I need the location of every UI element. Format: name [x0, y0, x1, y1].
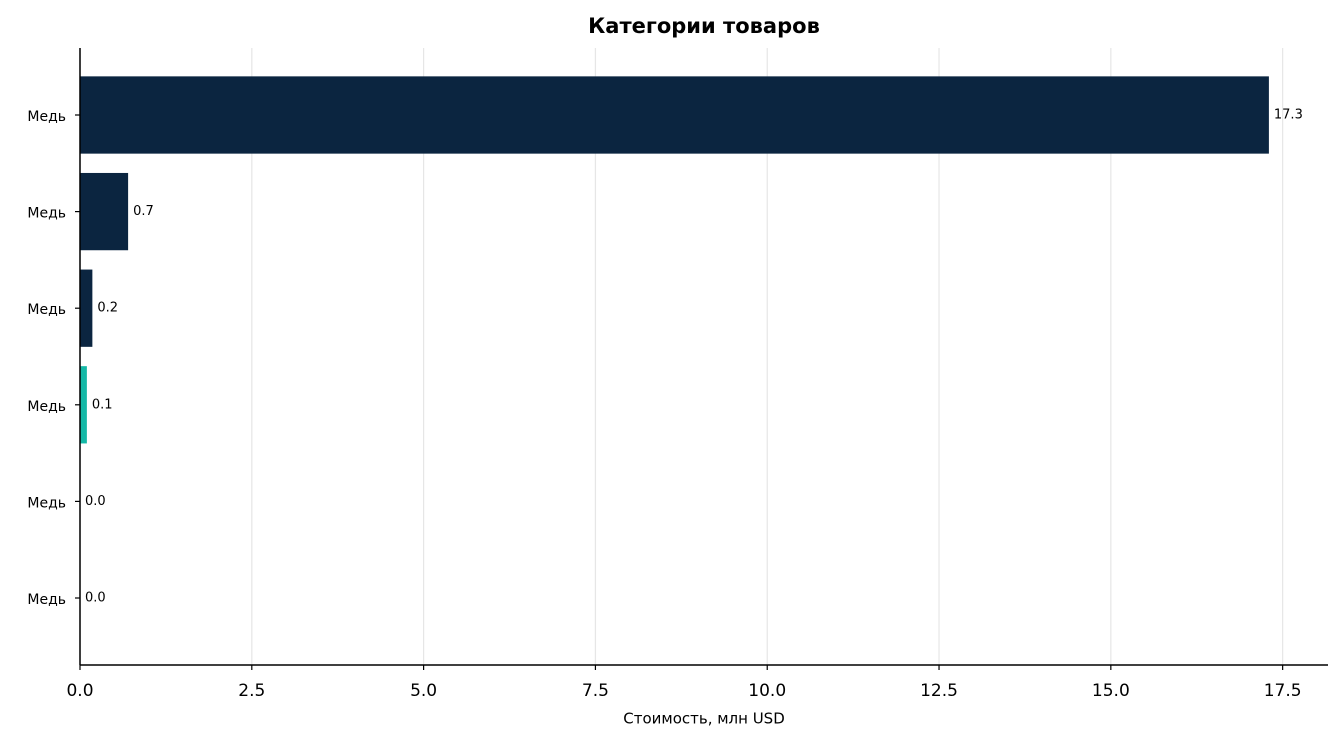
x-tick-label: 5.0 [410, 681, 437, 701]
x-tick-label: 10.0 [748, 681, 786, 701]
x-tick-label: 12.5 [920, 681, 958, 701]
bar [80, 269, 93, 347]
value-label: 0.2 [97, 301, 118, 316]
value-label: 0.0 [85, 591, 106, 606]
bar [80, 76, 1269, 154]
x-tick-label: 17.5 [1264, 681, 1302, 701]
value-label: 0.7 [133, 204, 154, 219]
value-label: 0.0 [85, 494, 106, 509]
x-tick-label: 2.5 [238, 681, 265, 701]
y-tick-label: Медь [27, 592, 66, 608]
x-axis-label: Стоимость, млн USD [623, 710, 785, 728]
y-tick-label: Медь [27, 109, 66, 125]
bar [80, 366, 87, 444]
x-tick-label: 7.5 [582, 681, 609, 701]
bar [80, 172, 129, 251]
chart-title: Категории товаров [588, 14, 820, 38]
y-tick-label: Медь [27, 206, 66, 222]
x-tick-label: 0.0 [66, 681, 93, 701]
value-label: 0.1 [92, 397, 113, 412]
value-label: 17.3 [1274, 108, 1303, 123]
x-tick-label: 15.0 [1092, 681, 1130, 701]
y-tick-label: Медь [27, 302, 66, 318]
y-tick-label: Медь [27, 495, 66, 511]
y-tick-label: Медь [27, 399, 66, 415]
